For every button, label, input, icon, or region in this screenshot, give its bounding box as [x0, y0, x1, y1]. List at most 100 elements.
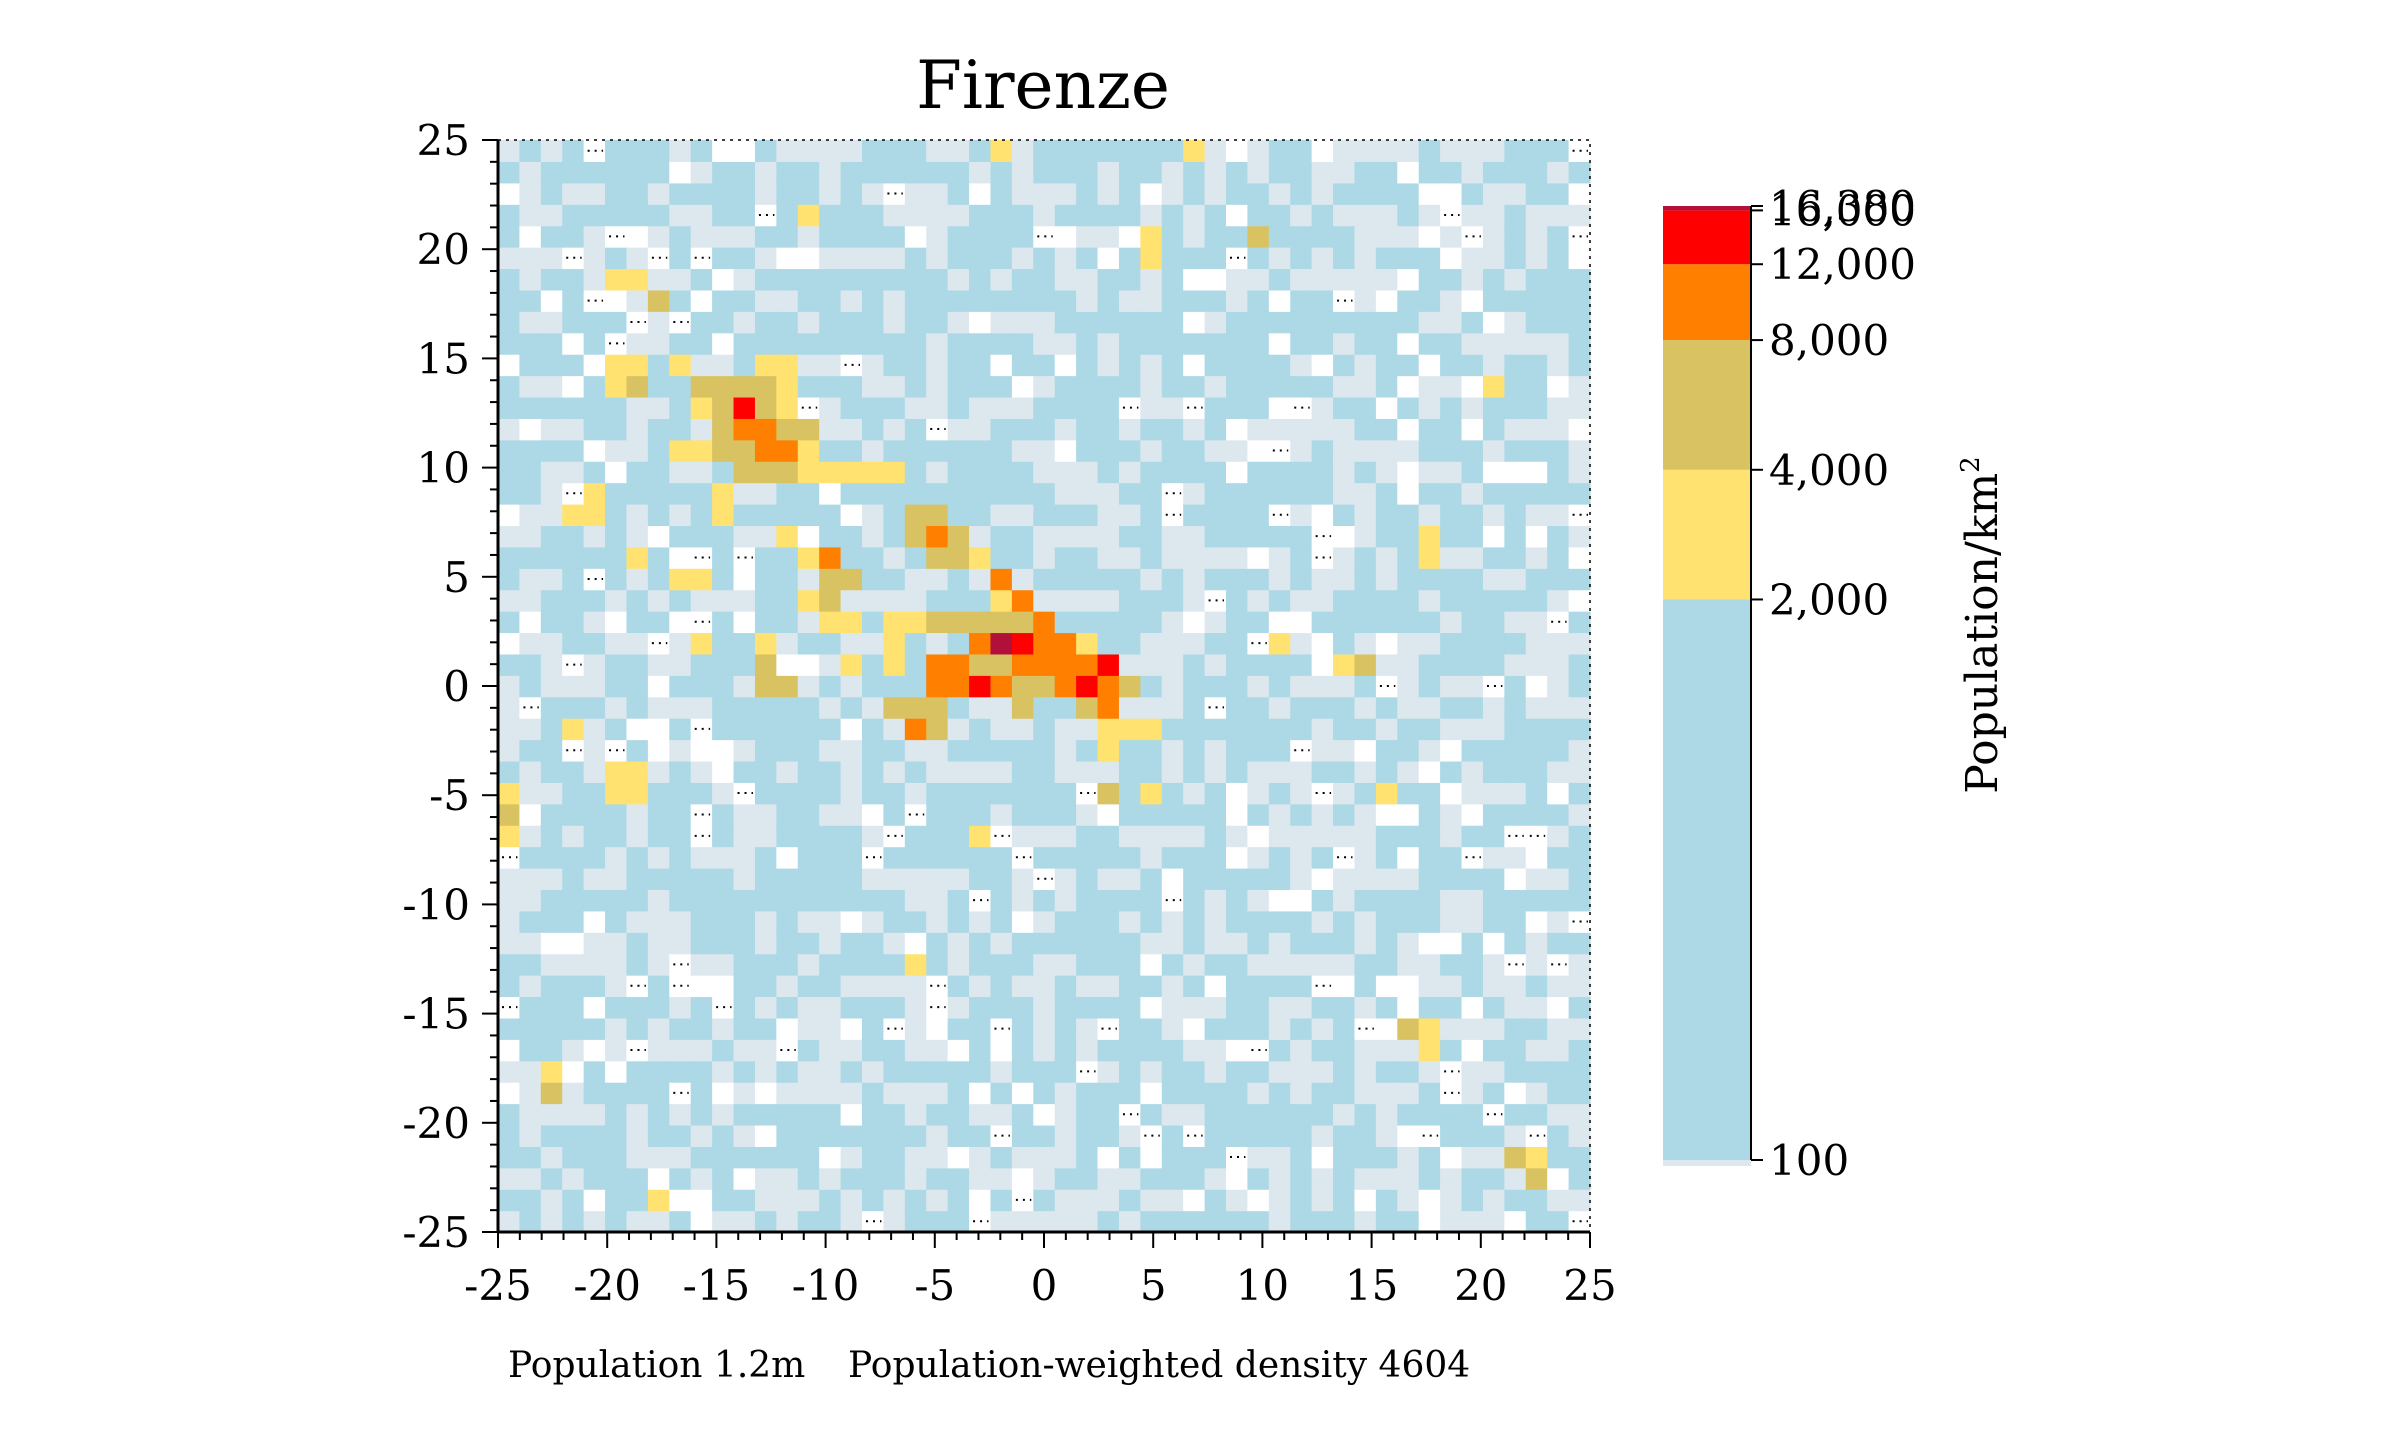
heatmap-cell	[605, 268, 628, 291]
heatmap-cell	[583, 1103, 606, 1126]
heatmap-cell	[1118, 461, 1141, 484]
heatmap-cell	[605, 868, 628, 891]
heatmap-cell	[1097, 1124, 1120, 1147]
heatmap-cell	[562, 332, 585, 355]
heatmap-cell	[1482, 247, 1505, 270]
heatmap-cell	[1011, 1082, 1034, 1105]
heatmap-cell	[1418, 675, 1441, 698]
heatmap-cell	[1226, 354, 1249, 377]
heatmap-cell	[1054, 1017, 1077, 1040]
heatmap-cell	[904, 996, 927, 1019]
heatmap-cell	[1161, 1017, 1184, 1040]
heatmap-cell	[1290, 611, 1313, 634]
heatmap-cell	[1440, 247, 1463, 270]
heatmap-cell	[1397, 439, 1420, 462]
heatmap-cell	[1397, 611, 1420, 634]
heatmap-cell	[1311, 396, 1334, 419]
heatmap-cell	[1290, 632, 1313, 655]
heatmap-cell	[990, 161, 1013, 184]
heatmap-cell	[1268, 953, 1291, 976]
heatmap-cell	[1011, 1039, 1034, 1062]
heatmap-cell	[840, 1146, 863, 1169]
heatmap-cell	[1354, 375, 1377, 398]
heatmap-cell	[1290, 504, 1313, 527]
heatmap-cell	[498, 375, 521, 398]
heatmap-cell	[926, 375, 949, 398]
heatmap-cell	[712, 439, 735, 462]
heatmap-cell	[1054, 418, 1077, 441]
heatmap-cell	[1354, 589, 1377, 612]
heatmap-cell	[840, 482, 863, 505]
heatmap-cell	[1033, 1017, 1056, 1040]
heatmap-cell	[1547, 696, 1570, 719]
heatmap-cell	[1525, 161, 1548, 184]
heatmap-cell	[883, 525, 906, 548]
heatmap-cell	[1268, 1039, 1291, 1062]
heatmap-cell	[498, 975, 521, 998]
heatmap-cell	[754, 910, 777, 933]
heatmap-cell	[712, 589, 735, 612]
heatmap-cell	[1118, 1189, 1141, 1212]
heatmap-cell	[733, 568, 756, 591]
heatmap-cell	[969, 1124, 992, 1147]
heatmap-cell	[1333, 525, 1356, 548]
heatmap-cell	[1333, 332, 1356, 355]
heatmap-cell	[690, 675, 713, 698]
heatmap-cell	[947, 1189, 970, 1212]
heatmap-cell	[819, 461, 842, 484]
heatmap-cell	[1033, 846, 1056, 869]
heatmap-cell	[1440, 225, 1463, 248]
heatmap-cell	[540, 975, 563, 998]
heatmap-cell	[947, 439, 970, 462]
heatmap-cell	[562, 311, 585, 334]
heatmap-cell	[1247, 461, 1270, 484]
heatmap-cell	[969, 161, 992, 184]
heatmap-cell	[926, 589, 949, 612]
heatmap-cell	[1097, 332, 1120, 355]
heatmap-cell	[562, 825, 585, 848]
heatmap-cell	[1268, 589, 1291, 612]
heatmap-cell	[1268, 525, 1291, 548]
heatmap-cell	[1140, 889, 1163, 912]
heatmap-cell	[904, 718, 927, 741]
heatmap-cell	[1290, 803, 1313, 826]
heatmap-cell	[1204, 1017, 1227, 1040]
heatmap-cell	[1375, 504, 1398, 527]
heatmap-cell	[1482, 504, 1505, 527]
heatmap-cell	[1504, 675, 1527, 698]
heatmap-cell	[1525, 482, 1548, 505]
heatmap-cell	[1397, 975, 1420, 998]
heatmap-cell	[883, 311, 906, 334]
heatmap-cell	[540, 589, 563, 612]
colorbar-segment	[1663, 206, 1751, 211]
heatmap-cell	[1482, 204, 1505, 227]
heatmap-cell	[1247, 1082, 1270, 1105]
heatmap-cell	[1204, 782, 1227, 805]
heatmap-cell	[797, 632, 820, 655]
heatmap-cell	[626, 825, 649, 848]
y-tick-label: 10	[417, 444, 470, 493]
heatmap-cell	[990, 611, 1013, 634]
heatmap-cell	[926, 1017, 949, 1040]
heatmap-cell	[733, 1210, 756, 1233]
heatmap-cell	[776, 611, 799, 634]
heatmap-cell	[1183, 696, 1206, 719]
heatmap-cell	[1525, 889, 1548, 912]
heatmap-cell	[1375, 932, 1398, 955]
heatmap-cell	[1418, 1017, 1441, 1040]
heatmap-cell	[1033, 504, 1056, 527]
heatmap-cell	[712, 568, 735, 591]
heatmap-cell	[519, 1167, 542, 1190]
heatmap-cell	[969, 653, 992, 676]
heatmap-cell	[498, 782, 521, 805]
heatmap-cell	[1418, 932, 1441, 955]
heatmap-cell	[1568, 332, 1591, 355]
heatmap-cell	[926, 1060, 949, 1083]
heatmap-cell	[1311, 311, 1334, 334]
heatmap-cell	[733, 1060, 756, 1083]
heatmap-cell	[605, 439, 628, 462]
heatmap-cell	[1226, 140, 1249, 163]
heatmap-cell	[1311, 846, 1334, 869]
heatmap-cell	[990, 418, 1013, 441]
heatmap-cell	[712, 1124, 735, 1147]
